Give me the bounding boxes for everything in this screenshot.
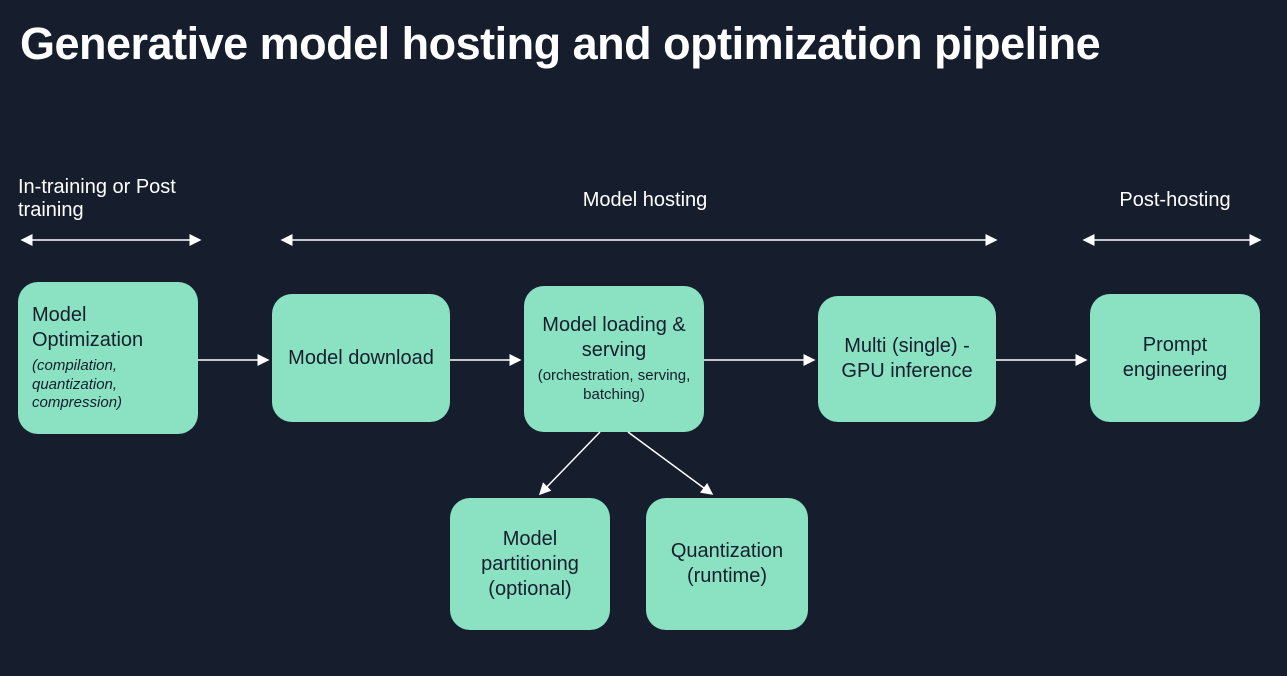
node-gpu: Multi (single) - GPU inference [818, 296, 996, 422]
node-loading-main: Model loading & serving [532, 313, 696, 363]
node-loading-sub: (orchestration, serving, batching) [532, 367, 696, 405]
phase-label-posthosting: Post-hosting [1095, 189, 1255, 212]
node-quantization-main: Quantization (runtime) [654, 539, 800, 589]
node-prompt-main: Prompt engineering [1098, 333, 1252, 383]
phase-label-pretraining: In-training or Post training [18, 176, 198, 222]
page-title: Generative model hosting and optimizatio… [20, 18, 1100, 70]
node-download-main: Model download [288, 346, 434, 371]
edge-loading-partitioning [540, 432, 600, 494]
node-partitioning: Model partitioning (optional) [450, 498, 610, 630]
phase-label-hosting: Model hosting [555, 189, 735, 212]
node-optimization-main: Model Optimization [32, 303, 190, 353]
edge-loading-quantization [628, 432, 712, 494]
node-optimization-sub: (compilation, quantization, compression) [32, 357, 190, 413]
node-prompt: Prompt engineering [1090, 294, 1260, 422]
node-download: Model download [272, 294, 450, 422]
node-optimization: Model Optimization (compilation, quantiz… [18, 282, 198, 434]
node-partitioning-main: Model partitioning (optional) [458, 527, 602, 602]
node-gpu-main: Multi (single) - GPU inference [826, 334, 988, 384]
node-quantization: Quantization (runtime) [646, 498, 808, 630]
node-loading: Model loading & serving (orchestration, … [524, 286, 704, 432]
